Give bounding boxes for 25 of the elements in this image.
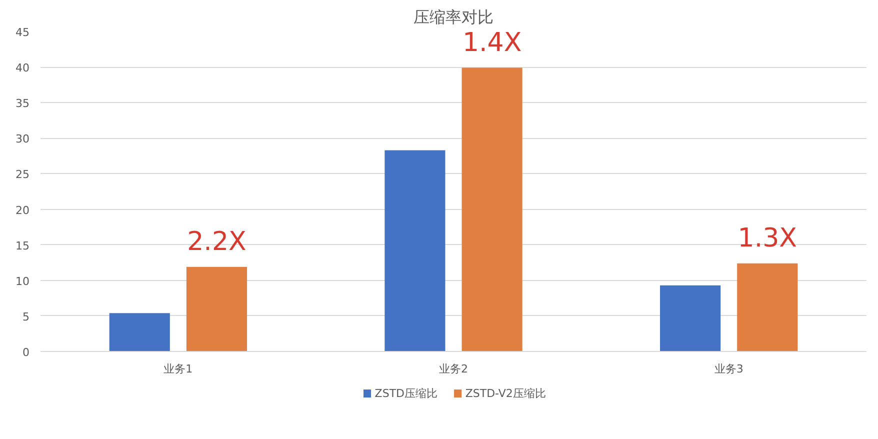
annotation: 1.3X — [738, 223, 797, 254]
y-tick-label: 30 — [16, 132, 30, 146]
y-tick-label: 25 — [16, 168, 30, 182]
annotation: 2.2X — [187, 226, 246, 257]
bar — [660, 285, 721, 352]
y-tick-label: 35 — [16, 97, 30, 110]
x-tick-label: 业务1 — [164, 362, 193, 376]
bar — [384, 150, 446, 352]
chart-title: 压缩率对比 — [414, 8, 494, 26]
y-tick-label: 15 — [16, 239, 30, 252]
x-tick-label: 业务2 — [439, 362, 468, 376]
y-tick-label: 20 — [16, 204, 30, 217]
bar — [462, 68, 522, 352]
y-tick-label: 5 — [22, 310, 30, 324]
y-tick-label: 10 — [16, 274, 30, 288]
x-tick-label: 业务3 — [714, 362, 744, 376]
bar — [186, 266, 247, 352]
legend-label: ZSTD压缩比 — [374, 387, 438, 400]
bar — [737, 263, 798, 352]
annotation: 1.4X — [462, 28, 522, 58]
y-tick-label: 0 — [22, 346, 30, 359]
y-tick-label: 45 — [16, 26, 30, 39]
legend-label: ZSTD-V2压缩比 — [465, 387, 546, 400]
bar — [109, 313, 170, 352]
y-tick-label: 40 — [16, 62, 30, 75]
